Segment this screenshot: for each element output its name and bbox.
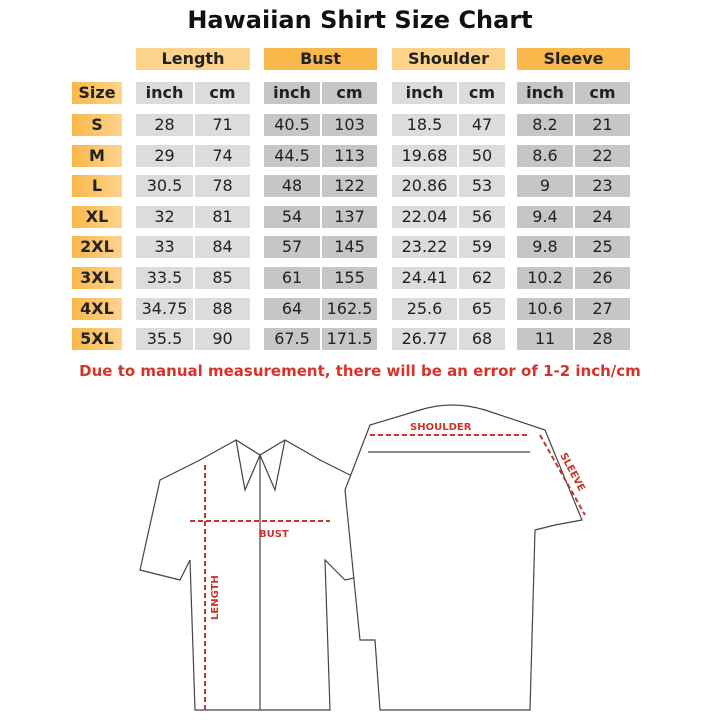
table-cell: 61 [264, 267, 320, 289]
size-label: M [72, 145, 122, 167]
table-cell: 26 [575, 267, 630, 289]
shirt-diagram: BUST LENGTH SHOULDER SLEEVE [139, 404, 587, 711]
table-cell: 27 [575, 298, 630, 320]
table-cell: 28 [575, 328, 630, 350]
table-cell: 64 [264, 298, 320, 320]
front-shirt-icon [139, 439, 391, 711]
table-cell: 62 [459, 267, 505, 289]
table-cell: 33.5 [136, 267, 193, 289]
table-cell: 24 [575, 206, 630, 228]
unit-header: cm [575, 82, 630, 104]
size-header: Size [72, 82, 122, 104]
table-cell: 56 [459, 206, 505, 228]
table-cell: 10.2 [517, 267, 573, 289]
table-cell: 78 [195, 175, 250, 197]
table-cell: 122 [322, 175, 377, 197]
unit-header: inch [264, 82, 320, 104]
table-cell: 29 [136, 145, 193, 167]
table-cell: 10.6 [517, 298, 573, 320]
table-cell: 11 [517, 328, 573, 350]
table-cell: 103 [322, 114, 377, 136]
measurement-note: Due to manual measurement, there will be… [79, 362, 641, 380]
table-cell: 20.86 [392, 175, 457, 197]
table-cell: 22.04 [392, 206, 457, 228]
length-label: LENGTH [210, 575, 221, 620]
size-label: 4XL [72, 298, 122, 320]
table-cell: 48 [264, 175, 320, 197]
size-label: S [72, 114, 122, 136]
table-cell: 9.4 [517, 206, 573, 228]
bust-label: BUST [259, 529, 289, 540]
table-cell: 40.5 [264, 114, 320, 136]
table-cell: 21 [575, 114, 630, 136]
table-cell: 162.5 [322, 298, 377, 320]
unit-header: inch [517, 82, 573, 104]
table-cell: 137 [322, 206, 377, 228]
table-cell: 33 [136, 236, 193, 258]
table-cell: 25 [575, 236, 630, 258]
table-cell: 68 [459, 328, 505, 350]
back-shirt-icon [344, 404, 583, 711]
unit-header: cm [459, 82, 505, 104]
unit-header: cm [322, 82, 377, 104]
table-cell: 74 [195, 145, 250, 167]
table-cell: 44.5 [264, 145, 320, 167]
table-cell: 171.5 [322, 328, 377, 350]
table-cell: 113 [322, 145, 377, 167]
table-cell: 30.5 [136, 175, 193, 197]
table-cell: 34.75 [136, 298, 193, 320]
table-cell: 8.6 [517, 145, 573, 167]
table-cell: 65 [459, 298, 505, 320]
table-cell: 85 [195, 267, 250, 289]
group-header-sleeve: Sleeve [517, 48, 630, 70]
table-cell: 88 [195, 298, 250, 320]
table-cell: 26.77 [392, 328, 457, 350]
table-cell: 23 [575, 175, 630, 197]
table-cell: 57 [264, 236, 320, 258]
table-cell: 22 [575, 145, 630, 167]
table-cell: 84 [195, 236, 250, 258]
table-cell: 90 [195, 328, 250, 350]
size-label: 2XL [72, 236, 122, 258]
table-cell: 53 [459, 175, 505, 197]
group-header-shoulder: Shoulder [392, 48, 505, 70]
table-cell: 59 [459, 236, 505, 258]
table-cell: 18.5 [392, 114, 457, 136]
table-cell: 9.8 [517, 236, 573, 258]
table-cell: 24.41 [392, 267, 457, 289]
size-label: XL [72, 206, 122, 228]
table-cell: 145 [322, 236, 377, 258]
size-label: L [72, 175, 122, 197]
table-cell: 32 [136, 206, 193, 228]
table-cell: 25.6 [392, 298, 457, 320]
group-header-bust: Bust [264, 48, 377, 70]
size-label: 3XL [72, 267, 122, 289]
table-cell: 23.22 [392, 236, 457, 258]
table-cell: 35.5 [136, 328, 193, 350]
unit-header: cm [195, 82, 250, 104]
size-label: 5XL [72, 328, 122, 350]
table-cell: 71 [195, 114, 250, 136]
unit-header: inch [136, 82, 193, 104]
table-cell: 155 [322, 267, 377, 289]
table-cell: 9 [517, 175, 573, 197]
table-cell: 54 [264, 206, 320, 228]
chart-title: Hawaiian Shirt Size Chart [187, 6, 533, 34]
table-cell: 67.5 [264, 328, 320, 350]
table-cell: 8.2 [517, 114, 573, 136]
table-cell: 19.68 [392, 145, 457, 167]
sleeve-arrow [539, 434, 586, 516]
shoulder-label: SHOULDER [410, 422, 472, 433]
table-cell: 50 [459, 145, 505, 167]
unit-header: inch [392, 82, 457, 104]
table-cell: 47 [459, 114, 505, 136]
group-header-length: Length [136, 48, 250, 70]
table-cell: 81 [195, 206, 250, 228]
table-cell: 28 [136, 114, 193, 136]
